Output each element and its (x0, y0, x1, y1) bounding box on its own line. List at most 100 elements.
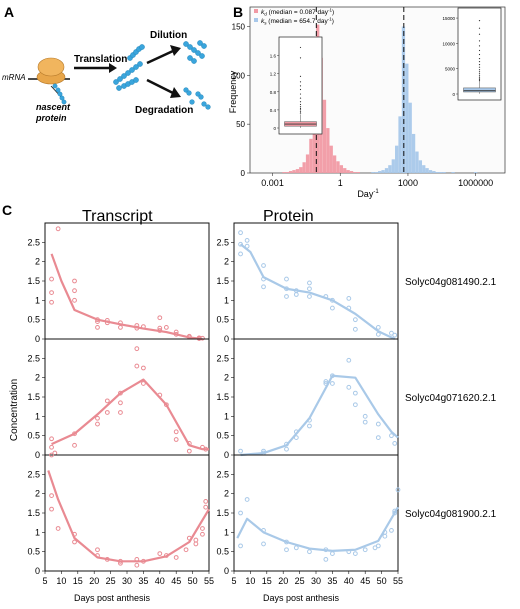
protein-data-point (352, 317, 358, 323)
protein-data-point (375, 435, 381, 441)
protein-bead (52, 83, 58, 89)
protein-bead (198, 94, 204, 100)
transcript-data-point (118, 558, 123, 564)
inset-tick-label: 1.2 (270, 72, 277, 77)
transcript-data-point (134, 346, 140, 352)
inset-outlier (299, 75, 302, 77)
transcript-panel-3: 0 0.5 1 1.5 2 2.5 5 10 15 20 25 30 35 40 45 50 55 (27, 452, 214, 586)
transcript-data-point (95, 317, 100, 323)
transcript-data-point (55, 226, 61, 232)
histogram-bar (312, 109, 316, 173)
panel-frame (44, 454, 210, 572)
histogram-bar (346, 170, 350, 173)
protein-data-point (362, 547, 368, 553)
protein-data-point (261, 528, 266, 533)
protein-data-point (352, 390, 358, 396)
protein-data-point (307, 549, 312, 555)
x-tick-label: 30 (311, 576, 321, 586)
protein-data-point (352, 402, 358, 408)
histogram-bar (451, 172, 455, 173)
protein-bead (191, 47, 197, 53)
transcript-data-point (104, 318, 110, 323)
inset-outlier (478, 75, 481, 77)
transcript-data-point (134, 363, 140, 369)
x-tick-label: 25 (295, 576, 305, 586)
protein-data-point (261, 284, 266, 290)
protein-bead (129, 67, 135, 73)
protein-data-point (261, 276, 266, 282)
y-tick-label: 0 (224, 566, 229, 576)
transcript-data-point (118, 390, 123, 396)
transcript-data-point (95, 415, 100, 421)
inset-outlier (478, 76, 481, 78)
degradation-label: Degradation (135, 105, 193, 116)
y-tick-label: 1 (35, 411, 40, 421)
y-tick-label: 1.5 (216, 508, 229, 518)
protein-data-point (307, 294, 312, 299)
inset-outlier (299, 93, 302, 95)
panel-frame (233, 454, 399, 572)
inset-outlier (299, 97, 302, 99)
transcript-data-point (72, 442, 77, 448)
transcript-data-point (173, 429, 179, 435)
protein-data-point (323, 379, 329, 384)
protein-data-point (238, 543, 243, 549)
inset-outlier (478, 19, 481, 22)
gene-id-1: Solyc04g081490.2.1 (405, 277, 497, 288)
inset-outlier (299, 111, 302, 113)
panel-c: C Transcript Protein Concentration 0 0.5 1… (2, 202, 497, 603)
transcript-data-point (186, 535, 192, 541)
protein-fit-line (240, 374, 399, 457)
y-tick-label: 0 (224, 334, 229, 344)
protein-data-point (323, 381, 329, 386)
inset-outlier (478, 66, 481, 68)
transcript-data-point (203, 446, 209, 452)
ribosome-icon (36, 57, 66, 85)
protein-data-point (284, 286, 289, 292)
histogram-bar (439, 172, 443, 173)
histogram-ylabel: Frequency (228, 70, 238, 113)
protein-bead (113, 79, 119, 85)
xlabel-transcript: Days post anthesis (74, 593, 151, 603)
inset-outlier (299, 85, 302, 87)
y-tick-label: 1 (35, 295, 40, 305)
transcript-data-point (157, 325, 163, 331)
protein-bead (61, 99, 67, 105)
column-title-protein: Protein (263, 208, 314, 225)
histogram-bar (442, 172, 446, 173)
transcript-data-point (95, 553, 100, 558)
transcript-data-point (163, 402, 169, 408)
protein-bead (186, 90, 192, 96)
protein-data-point (307, 423, 312, 429)
histogram-bar (473, 172, 478, 173)
transcript-data-point (141, 558, 146, 564)
mrna-label: mRNA (2, 73, 26, 82)
inset-outlier (299, 106, 302, 108)
panel-a: A mRNA nascent protein Translation Dilut… (2, 4, 211, 123)
protein-data-point (261, 448, 266, 454)
inset-outlier (478, 73, 481, 75)
transcript-data-point (95, 547, 100, 553)
histogram-bar (292, 170, 296, 173)
y-tick-label: 0.5 (27, 315, 40, 325)
transcript-data-point (186, 448, 192, 454)
transcript-data-point (49, 290, 54, 296)
y-tick-label: 0 (35, 566, 40, 576)
transcript-data-point (200, 531, 205, 537)
protein-data-point (375, 325, 381, 330)
inset-outlier (299, 57, 302, 59)
y-tick-label: 1 (224, 295, 229, 305)
transcript-data-point (49, 444, 54, 450)
protein-data-point (261, 263, 266, 268)
transcript-data-point (118, 560, 123, 566)
transcript-data-point (49, 299, 54, 305)
protein-data-point (346, 384, 352, 390)
protein-data-point (261, 541, 266, 547)
protein-data-point (330, 297, 335, 303)
protein-data-point (346, 549, 352, 555)
histogram-bar (411, 133, 416, 173)
x-tick-label: 40 (344, 576, 354, 586)
